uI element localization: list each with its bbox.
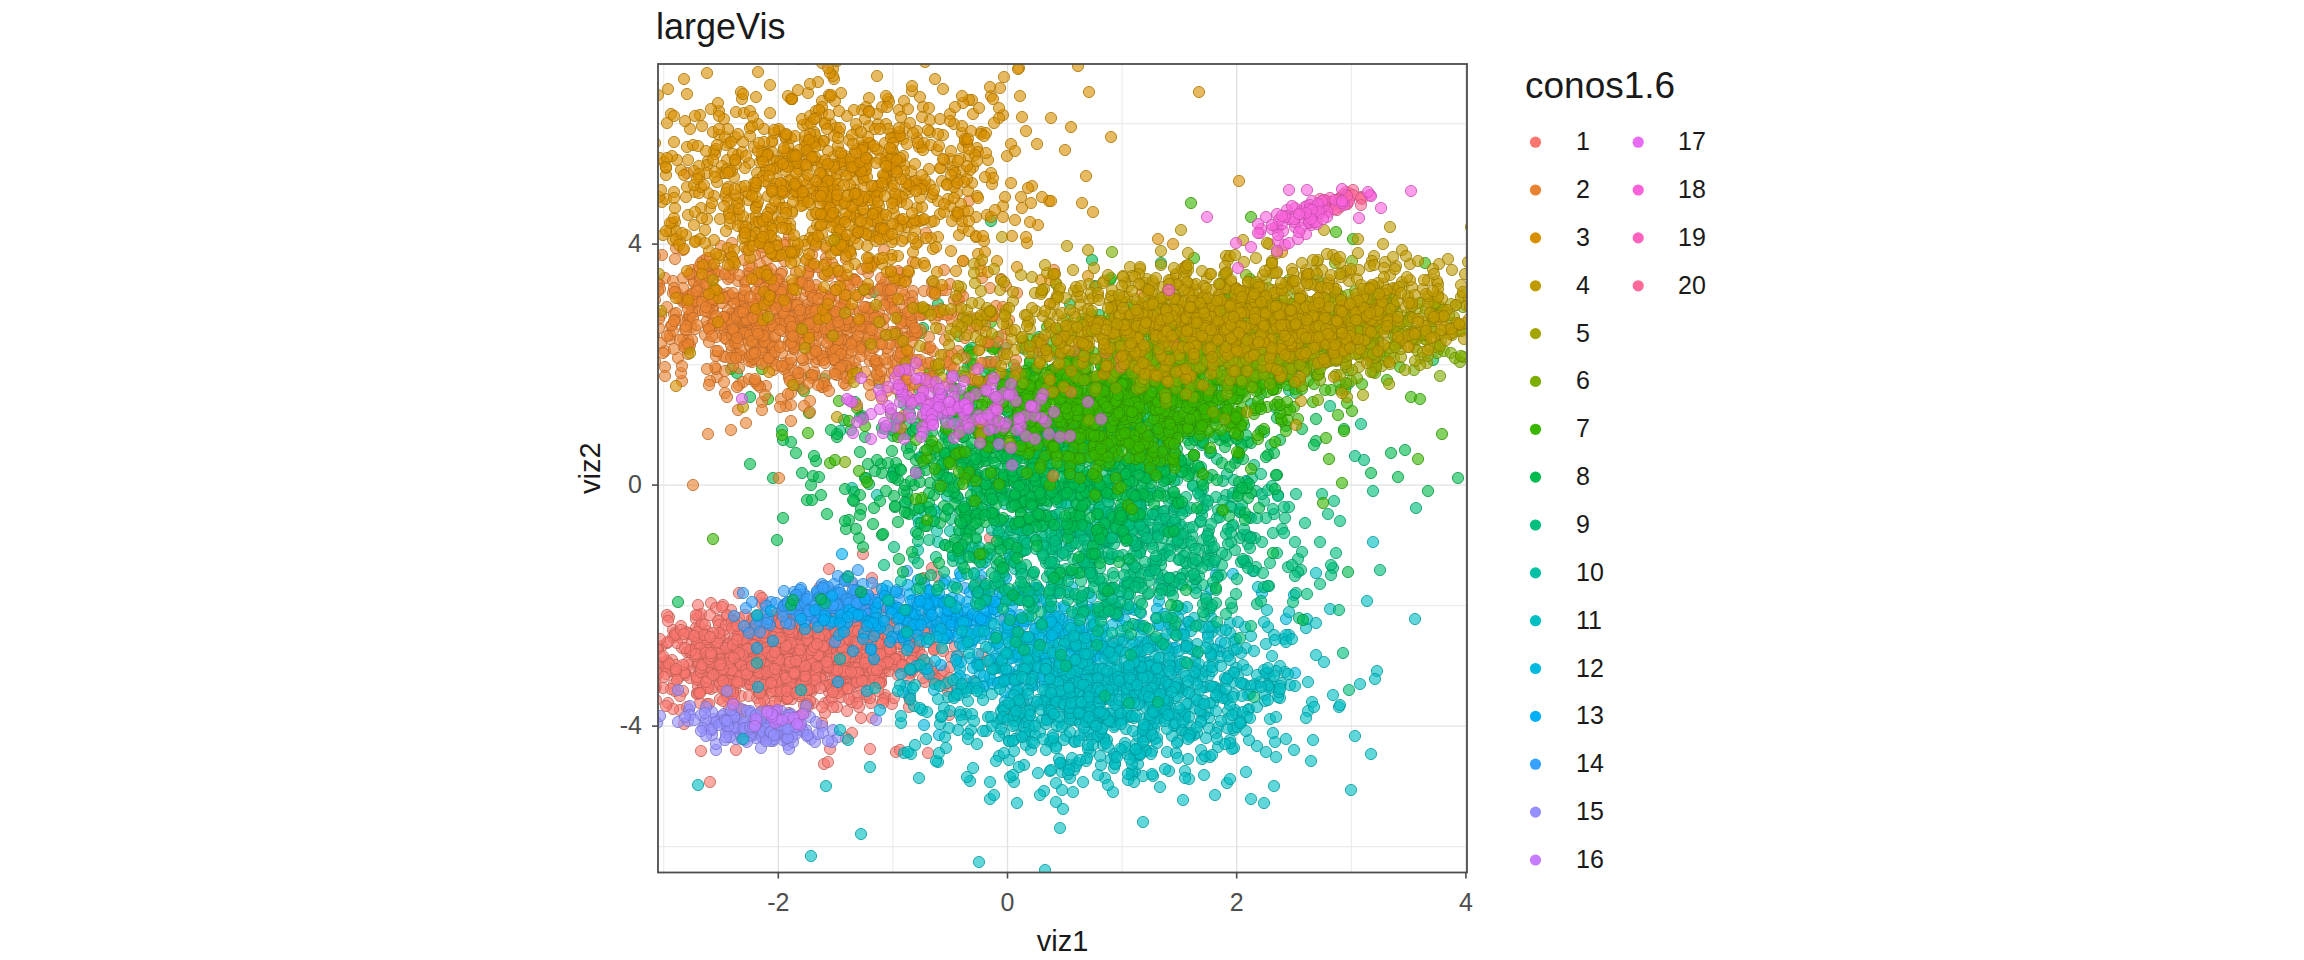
- svg-text:9: 9: [1576, 510, 1590, 538]
- svg-text:19: 19: [1678, 223, 1706, 251]
- svg-text:-2: -2: [767, 888, 789, 916]
- svg-text:10: 10: [1576, 558, 1604, 586]
- svg-text:0: 0: [628, 470, 642, 498]
- svg-text:13: 13: [1576, 701, 1604, 729]
- svg-text:6: 6: [1576, 366, 1590, 394]
- svg-text:12: 12: [1576, 654, 1604, 682]
- svg-text:4: 4: [1576, 271, 1590, 299]
- svg-text:11: 11: [1576, 606, 1602, 634]
- svg-text:7: 7: [1576, 414, 1590, 442]
- svg-text:-4: -4: [620, 711, 642, 739]
- svg-text:5: 5: [1576, 319, 1590, 347]
- svg-text:4: 4: [628, 229, 642, 257]
- svg-text:14: 14: [1576, 749, 1604, 777]
- svg-text:4: 4: [1459, 888, 1473, 916]
- svg-text:16: 16: [1576, 845, 1604, 873]
- svg-text:3: 3: [1576, 223, 1590, 251]
- svg-text:18: 18: [1678, 175, 1706, 203]
- svg-text:viz1: viz1: [1037, 925, 1089, 957]
- svg-text:conos1.6: conos1.6: [1525, 65, 1675, 106]
- svg-text:17: 17: [1678, 127, 1706, 155]
- svg-text:0: 0: [1001, 888, 1015, 916]
- svg-text:1: 1: [1576, 127, 1590, 155]
- svg-text:2: 2: [1230, 888, 1244, 916]
- svg-text:viz2: viz2: [574, 442, 606, 494]
- svg-text:2: 2: [1576, 175, 1590, 203]
- svg-text:15: 15: [1576, 797, 1604, 825]
- svg-text:8: 8: [1576, 462, 1590, 490]
- svg-text:20: 20: [1678, 271, 1706, 299]
